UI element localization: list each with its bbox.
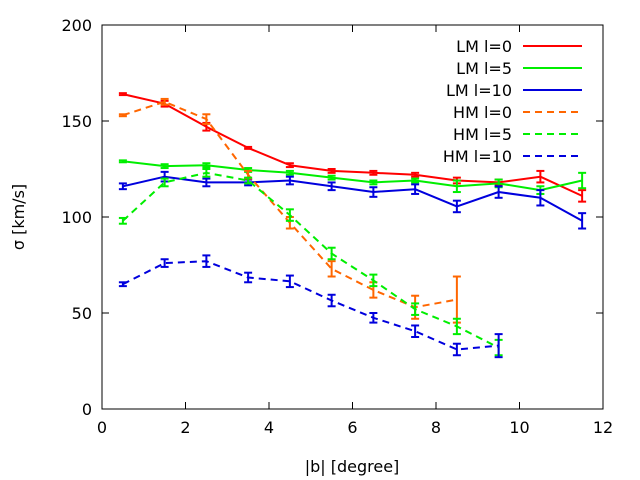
data-point bbox=[160, 258, 169, 268]
data-point bbox=[118, 281, 127, 288]
data-point bbox=[452, 317, 461, 336]
legend-item-hm-l-10: HM l=10 bbox=[443, 147, 582, 166]
legend-label: LM l=5 bbox=[456, 59, 512, 78]
data-point bbox=[202, 113, 211, 125]
data-point bbox=[285, 208, 294, 222]
x-tick-label: 10 bbox=[509, 418, 529, 437]
series-line-lm-l-0 bbox=[122, 93, 583, 197]
legend-label: HM l=5 bbox=[453, 125, 512, 144]
legend-label: HM l=10 bbox=[443, 147, 512, 166]
data-point bbox=[452, 275, 461, 324]
data-point bbox=[452, 179, 461, 194]
data-point bbox=[578, 189, 587, 203]
data-point bbox=[285, 175, 294, 186]
legend: LM l=0 LM l=5 LM l=10 HM l=0 HM l=5 HM l=10 bbox=[443, 37, 582, 166]
data-point bbox=[202, 162, 211, 169]
series-hm-l-5 bbox=[118, 168, 503, 357]
series-lm-l-0 bbox=[118, 92, 587, 203]
data-point bbox=[327, 246, 336, 261]
data-point bbox=[536, 169, 545, 184]
data-point bbox=[369, 169, 378, 176]
legend-label: LM l=0 bbox=[456, 37, 512, 56]
data-point bbox=[452, 342, 461, 357]
data-point bbox=[118, 216, 127, 225]
data-point bbox=[327, 260, 336, 278]
ticks-layer: 0 2 4 6 8 10 12 0 50 100 150 200 bbox=[61, 16, 613, 437]
series-hm-l-10 bbox=[118, 254, 503, 359]
data-point bbox=[411, 177, 420, 184]
x-tick-label: 6 bbox=[347, 418, 357, 437]
data-point bbox=[327, 293, 336, 308]
series-line-hm-l-5 bbox=[122, 171, 500, 349]
legend-item-lm-l-10: LM l=10 bbox=[446, 81, 582, 100]
x-tick-label: 8 bbox=[431, 418, 441, 437]
x-tick-label: 12 bbox=[593, 418, 613, 437]
legend-item-hm-l-5: HM l=5 bbox=[453, 125, 582, 144]
data-point bbox=[118, 159, 127, 164]
x-tick-label: 2 bbox=[180, 418, 190, 437]
data-point bbox=[285, 169, 294, 176]
data-point bbox=[536, 189, 545, 207]
data-point bbox=[160, 177, 169, 188]
data-point bbox=[244, 271, 253, 284]
legend-item-lm-l-5: LM l=5 bbox=[456, 59, 582, 78]
data-point bbox=[327, 168, 336, 174]
legend-label: HM l=0 bbox=[453, 103, 512, 122]
data-point bbox=[411, 324, 420, 338]
data-point bbox=[578, 171, 587, 190]
data-point bbox=[118, 113, 127, 118]
y-tick-label: 50 bbox=[72, 304, 92, 323]
data-point bbox=[327, 181, 336, 192]
series-line-lm-l-5 bbox=[122, 160, 583, 192]
data-point bbox=[411, 171, 420, 178]
y-tick-label: 0 bbox=[82, 400, 92, 419]
data-point bbox=[369, 179, 378, 186]
y-tick-label: 200 bbox=[61, 16, 92, 35]
y-tick-label: 150 bbox=[61, 112, 92, 131]
data-point bbox=[494, 333, 503, 359]
data-point bbox=[369, 273, 378, 288]
data-point bbox=[202, 168, 211, 178]
series-lm-l-5 bbox=[118, 159, 587, 195]
data-point bbox=[411, 183, 420, 195]
data-point bbox=[411, 302, 420, 316]
data-point bbox=[369, 186, 378, 198]
legend-label: LM l=10 bbox=[446, 81, 512, 100]
data-point bbox=[369, 312, 378, 324]
data-point bbox=[244, 145, 253, 150]
data-point bbox=[327, 174, 336, 181]
data-point bbox=[202, 254, 211, 268]
series-line-hm-l-10 bbox=[122, 260, 499, 351]
x-axis-title: |b| [degree] bbox=[305, 457, 400, 476]
data-point bbox=[118, 182, 127, 191]
data-point bbox=[160, 97, 169, 106]
legend-item-hm-l-0: HM l=0 bbox=[453, 103, 582, 122]
data-point bbox=[244, 176, 253, 185]
data-point bbox=[578, 212, 587, 230]
data-point bbox=[452, 199, 461, 214]
y-tick-label: 100 bbox=[61, 208, 92, 227]
x-tick-label: 0 bbox=[97, 418, 107, 437]
data-point bbox=[202, 177, 211, 188]
series-layer bbox=[118, 92, 587, 359]
plot-frame bbox=[101, 24, 604, 410]
data-point bbox=[494, 185, 503, 199]
x-tick-label: 4 bbox=[264, 418, 274, 437]
data-point bbox=[285, 274, 294, 289]
data-point bbox=[118, 92, 127, 97]
data-point bbox=[160, 163, 169, 170]
legend-item-lm-l-0: LM l=0 bbox=[456, 37, 582, 56]
y-axis-title: σ [km/s] bbox=[9, 184, 28, 250]
data-point bbox=[285, 162, 294, 169]
series-line-lm-l-10 bbox=[122, 175, 583, 222]
